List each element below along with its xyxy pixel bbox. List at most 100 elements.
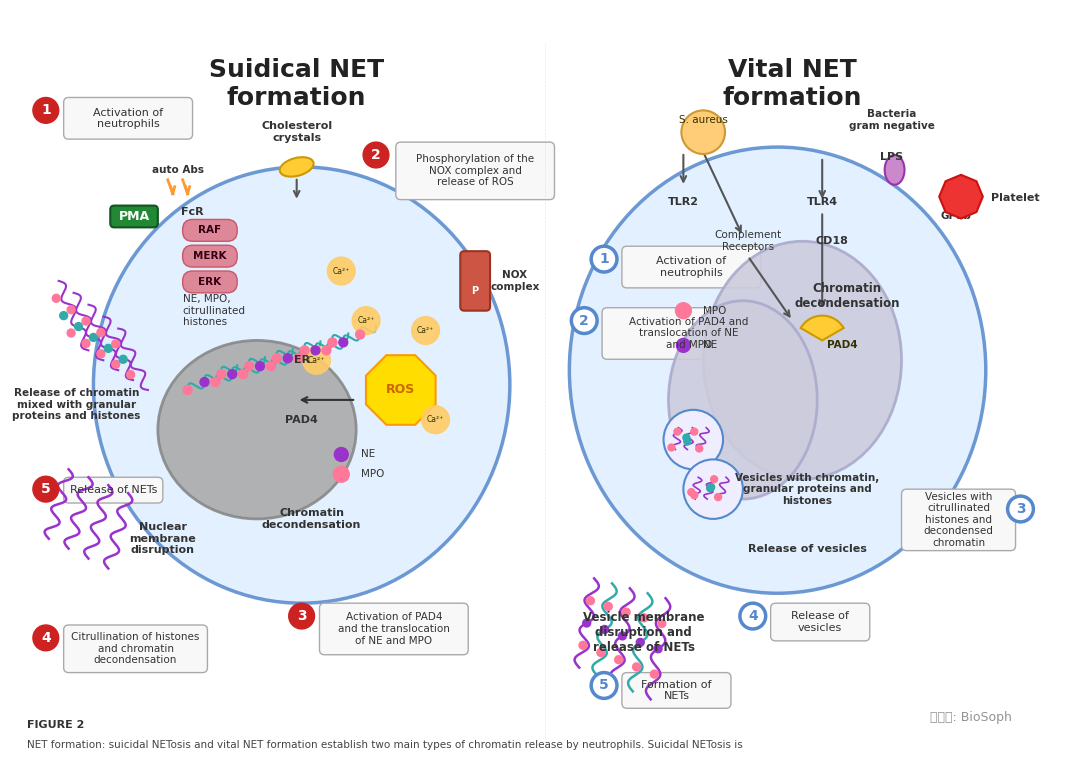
Text: NET formation: suicidal NETosis and vital NET formation establish two main types: NET formation: suicidal NETosis and vita… — [27, 740, 743, 750]
Circle shape — [355, 330, 365, 339]
Circle shape — [640, 614, 648, 622]
Circle shape — [267, 362, 275, 370]
Circle shape — [591, 672, 617, 698]
Circle shape — [59, 312, 68, 320]
Ellipse shape — [158, 340, 356, 519]
Circle shape — [111, 360, 120, 368]
Text: Phosphorylation of the
NOX complex and
release of ROS: Phosphorylation of the NOX complex and r… — [416, 154, 535, 187]
FancyBboxPatch shape — [183, 219, 238, 241]
Text: Formation of
NETs: Formation of NETs — [642, 679, 712, 701]
FancyBboxPatch shape — [902, 489, 1015, 551]
Circle shape — [363, 142, 389, 168]
Text: Bacteria
gram negative: Bacteria gram negative — [849, 109, 934, 131]
Circle shape — [694, 472, 702, 479]
Ellipse shape — [280, 158, 313, 176]
Text: Suidical NET
formation: Suidical NET formation — [210, 58, 384, 110]
Text: PAD4: PAD4 — [826, 340, 858, 350]
Circle shape — [650, 670, 659, 678]
Circle shape — [411, 317, 440, 345]
Circle shape — [597, 648, 605, 657]
Text: TLR2: TLR2 — [667, 197, 699, 207]
Circle shape — [694, 430, 702, 437]
Text: Activation of
neutrophils: Activation of neutrophils — [93, 108, 163, 129]
Circle shape — [67, 329, 76, 337]
Circle shape — [591, 246, 617, 272]
Circle shape — [32, 625, 58, 651]
Circle shape — [684, 459, 743, 519]
Circle shape — [663, 410, 723, 470]
Circle shape — [294, 354, 303, 363]
Circle shape — [32, 477, 58, 502]
Text: Activation of PAD4 and
translocation of NE
and MPO: Activation of PAD4 and translocation of … — [630, 317, 748, 350]
Circle shape — [67, 306, 76, 314]
FancyBboxPatch shape — [396, 142, 554, 200]
Circle shape — [82, 339, 90, 347]
Text: Nuclear
membrane
disruption: Nuclear membrane disruption — [130, 522, 197, 555]
Text: MERK: MERK — [192, 251, 226, 261]
Text: ROS: ROS — [387, 384, 416, 396]
Text: RAF: RAF — [198, 225, 221, 236]
Circle shape — [328, 338, 337, 347]
FancyBboxPatch shape — [320, 603, 469, 654]
Circle shape — [111, 340, 120, 348]
Circle shape — [696, 440, 703, 447]
FancyBboxPatch shape — [64, 625, 207, 672]
Circle shape — [622, 608, 630, 616]
Circle shape — [211, 378, 220, 387]
Circle shape — [583, 619, 591, 627]
Circle shape — [228, 370, 237, 378]
Circle shape — [256, 362, 265, 370]
Text: 2: 2 — [372, 148, 381, 162]
Circle shape — [105, 345, 112, 353]
Text: Vital NET
formation: Vital NET formation — [723, 58, 862, 110]
Text: Activation of
neutrophils: Activation of neutrophils — [657, 257, 727, 278]
Circle shape — [245, 362, 254, 370]
Text: Platelet: Platelet — [990, 193, 1039, 203]
Text: 3: 3 — [297, 609, 307, 623]
Circle shape — [676, 422, 683, 429]
Text: FcR: FcR — [181, 207, 204, 217]
FancyBboxPatch shape — [110, 206, 158, 228]
Circle shape — [680, 442, 687, 449]
Text: Release of
vesicles: Release of vesicles — [792, 612, 849, 633]
Ellipse shape — [885, 155, 904, 185]
Circle shape — [717, 493, 724, 499]
Circle shape — [740, 603, 766, 629]
Text: PAD4: PAD4 — [285, 415, 319, 425]
Text: Chromatin
decondensation: Chromatin decondensation — [261, 508, 361, 530]
Text: MPO: MPO — [703, 306, 727, 316]
Text: Citrullination of histones
and chromatin
decondensation: Citrullination of histones and chromatin… — [71, 633, 200, 665]
Text: Ca²⁺: Ca²⁺ — [333, 267, 350, 275]
Circle shape — [421, 406, 449, 434]
Circle shape — [352, 307, 380, 335]
Circle shape — [52, 294, 60, 302]
Text: TLR4: TLR4 — [807, 197, 838, 207]
Text: Ca²⁺: Ca²⁺ — [308, 356, 325, 365]
Circle shape — [334, 466, 349, 482]
Circle shape — [184, 385, 192, 395]
Text: NOX
complex: NOX complex — [490, 270, 540, 292]
Circle shape — [571, 307, 597, 334]
FancyBboxPatch shape — [64, 98, 192, 139]
FancyBboxPatch shape — [460, 251, 490, 310]
Text: Cholesterol
crystals: Cholesterol crystals — [261, 122, 333, 143]
Circle shape — [667, 437, 674, 444]
Text: 4: 4 — [748, 609, 758, 623]
Circle shape — [300, 346, 309, 355]
Text: ERK: ERK — [198, 277, 221, 287]
Circle shape — [579, 641, 586, 649]
Circle shape — [283, 354, 293, 363]
Text: Vesicles with
citrullinated
histones and
decondensed
chromatin: Vesicles with citrullinated histones and… — [923, 491, 994, 548]
Circle shape — [82, 317, 90, 325]
FancyBboxPatch shape — [183, 271, 238, 292]
Circle shape — [600, 626, 608, 633]
Text: PMA: PMA — [119, 210, 150, 223]
Text: 5: 5 — [599, 679, 609, 693]
Text: MPO: MPO — [361, 470, 384, 479]
Circle shape — [97, 350, 105, 358]
Circle shape — [322, 346, 330, 355]
Text: NE: NE — [703, 340, 717, 350]
Text: Vesicles with chromatin,
granular proteins and
histones: Vesicles with chromatin, granular protei… — [735, 473, 879, 505]
Text: Ca²⁺: Ca²⁺ — [427, 415, 444, 424]
Text: 1: 1 — [599, 252, 609, 266]
